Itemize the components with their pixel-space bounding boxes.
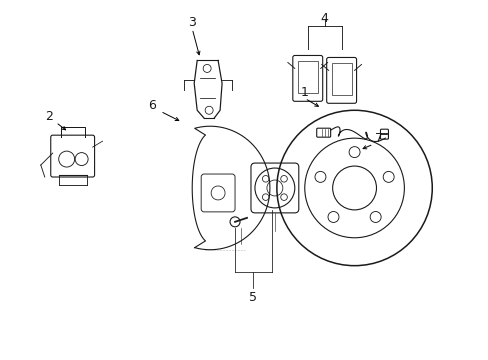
Text: 3: 3 bbox=[188, 16, 196, 29]
Text: 1: 1 bbox=[300, 86, 308, 99]
Bar bbox=[331, 63, 351, 95]
Text: 6: 6 bbox=[148, 99, 156, 112]
Text: 4: 4 bbox=[320, 12, 328, 25]
Text: 7: 7 bbox=[375, 132, 383, 145]
Bar bbox=[297, 62, 317, 93]
Text: 5: 5 bbox=[248, 291, 256, 304]
Text: 2: 2 bbox=[45, 110, 53, 123]
Circle shape bbox=[229, 217, 240, 227]
